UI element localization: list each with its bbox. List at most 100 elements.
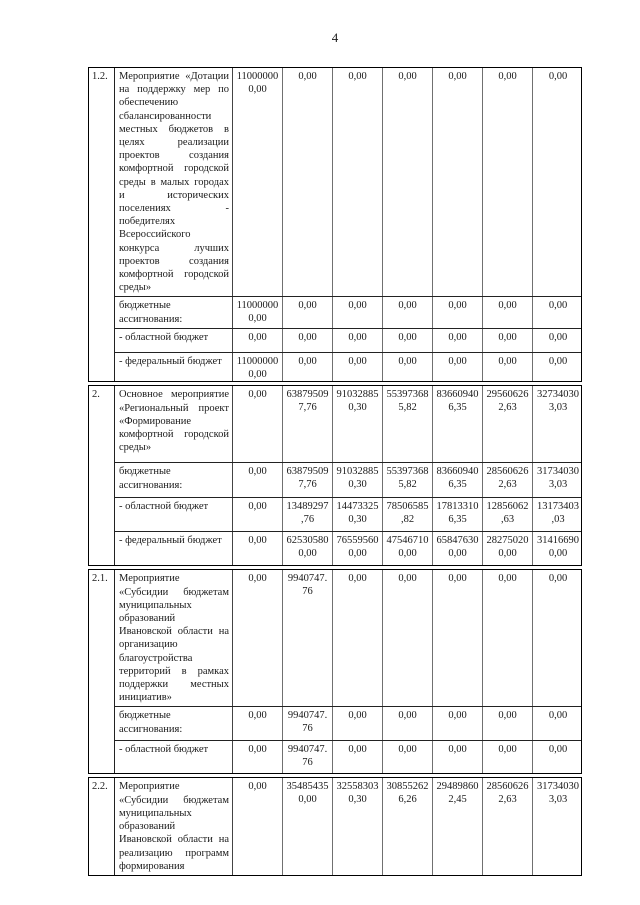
value-cell: 0,00 — [433, 68, 483, 297]
row-label-cell: Мероприятие «Субсидии бюджетам муниципал… — [115, 778, 233, 875]
row-label-cell: бюджетные ассигнования: — [115, 707, 233, 741]
value-cell: 0,00 — [233, 386, 283, 463]
value-cell: 28560626 2,63 — [483, 463, 533, 498]
value-cell: 76559560 0,00 — [333, 532, 383, 566]
value-cell: 63879509 7,76 — [283, 386, 333, 463]
value-cell: 55397368 5,82 — [383, 386, 433, 463]
value-cell: 30855262 6,26 — [383, 778, 433, 875]
value-cell: 0,00 — [333, 68, 383, 297]
value-cell: 31734030 3,03 — [537, 781, 579, 806]
value-cell: 0,00 — [548, 573, 568, 585]
value-cell: 0,00 — [483, 297, 533, 329]
value-cell: 0,00 — [283, 353, 333, 382]
value-cell: 13173403 ,03 — [537, 501, 579, 526]
value-cell: 0,00 — [433, 297, 483, 329]
block-rows: Мероприятие «Субсидии бюджетам муниципал… — [115, 778, 581, 875]
value-cell: 31416690 0,00 — [537, 535, 579, 560]
value-cell: 0,00 — [548, 300, 568, 312]
value-cell: 91032885 0,30 — [333, 386, 383, 463]
value-cell: 32558303 0,30 — [333, 778, 383, 875]
value-cell: 0,00 — [548, 332, 568, 344]
value-cell: 0,00 — [233, 778, 283, 875]
table-row: - федеральный бюджет 0,00 62530580 0,00 765… — [115, 531, 581, 566]
table-block: 1.2. Мероприятие «Дотации на поддержку ме… — [88, 67, 582, 383]
value-cell: 0,00 — [548, 744, 568, 756]
value-cell: 0,00 — [283, 329, 333, 353]
value-cell: 0,00 — [383, 68, 433, 297]
value-cell: 0,00 — [233, 532, 283, 566]
row-label-cell: бюджетные ассигнования: — [115, 297, 233, 329]
value-cell: 9940747. 76 — [283, 741, 333, 774]
value-cell: 0,00 — [333, 297, 383, 329]
value-cell: 0,00 — [233, 570, 283, 707]
item-number-cell: 2.1. — [89, 570, 115, 774]
page-number: 4 — [331, 30, 339, 45]
item-number-cell: 2. — [89, 386, 115, 566]
value-cell: 62530580 0,00 — [283, 532, 333, 566]
value-cell: 35485435 0,00 — [283, 778, 333, 875]
row-label-cell: Основное мероприятие «Региональный проек… — [115, 386, 233, 463]
value-cell: 9940747. 76 — [283, 570, 333, 707]
value-cell: 32734030 3,03 — [537, 389, 579, 414]
value-cell: 83660940 6,35 — [433, 386, 483, 463]
value-cell: 55397368 5,82 — [383, 463, 433, 498]
value-cell: 0,00 — [233, 463, 283, 498]
value-cell: 11000000 0,00 — [233, 297, 283, 329]
table-block: 2. Основное мероприятие «Региональный про… — [88, 385, 582, 567]
value-cell: 0,00 — [483, 68, 533, 297]
value-cell: 0,00 — [233, 329, 283, 353]
value-cell: 0,00 — [383, 707, 433, 741]
value-cell: 0,00 — [483, 353, 533, 382]
table-row: - областной бюджет 0,00 13489297 ,76 144733… — [115, 497, 581, 532]
row-label-cell: - областной бюджет — [115, 741, 233, 774]
value-cell: 28560626 2,63 — [483, 778, 533, 875]
block-rows: Основное мероприятие «Региональный проек… — [115, 386, 581, 566]
value-cell: 0,00 — [433, 741, 483, 774]
table-row: - областной бюджет 0,00 0,00 0,00 0,00 0,00 0,… — [115, 328, 581, 353]
row-label-cell: бюджетные ассигнования: — [115, 463, 233, 498]
table-row: бюджетные ассигнования: 11000000 0,00 0,00… — [115, 296, 581, 329]
block-rows: Мероприятие «Субсидии бюджетам муниципал… — [115, 570, 581, 774]
value-cell: 11000000 0,00 — [233, 353, 283, 382]
value-cell: 0,00 — [433, 570, 483, 707]
value-cell: 0,00 — [433, 707, 483, 741]
table-row: бюджетные ассигнования: 0,00 9940747. 76 0,… — [115, 706, 581, 741]
value-cell: 0,00 — [233, 498, 283, 532]
value-cell: 0,00 — [333, 353, 383, 382]
table-row: - областной бюджет 0,00 9940747. 76 0,00 0,0… — [115, 740, 581, 774]
value-cell: 0,00 — [433, 329, 483, 353]
value-cell: 12856062 ,63 — [483, 498, 533, 532]
value-cell: 83660940 6,35 — [433, 463, 483, 498]
value-cell: 0,00 — [283, 68, 333, 297]
table-row: бюджетные ассигнования: 0,00 63879509 7,76… — [115, 462, 581, 498]
value-cell: 78506585 ,82 — [383, 498, 433, 532]
value-cell: 31734030 3,03 — [537, 466, 579, 491]
table-block: 2.2. Мероприятие «Субсидии бюджетам муниц… — [88, 777, 582, 876]
value-cell: 29560626 2,63 — [483, 386, 533, 463]
value-cell: 0,00 — [383, 353, 433, 382]
value-cell: 0,00 — [483, 707, 533, 741]
item-number-cell: 2.2. — [89, 778, 115, 875]
value-cell: 63879509 7,76 — [283, 463, 333, 498]
value-cell: 47546710 0,00 — [383, 532, 433, 566]
row-label-cell: - областной бюджет — [115, 498, 233, 532]
value-cell: 0,00 — [483, 570, 533, 707]
row-label-cell: - областной бюджет — [115, 329, 233, 353]
table-row: Мероприятие «Субсидии бюджетам муниципал… — [115, 570, 581, 707]
value-cell: 0,00 — [333, 570, 383, 707]
value-cell: 91032885 0,30 — [333, 463, 383, 498]
row-label-cell: Мероприятие «Дотации на поддержку мер по… — [115, 68, 233, 297]
budget-table: 1.2. Мероприятие «Дотации на поддержку ме… — [88, 67, 582, 879]
table-row: Мероприятие «Субсидии бюджетам муниципал… — [115, 778, 581, 875]
value-cell: 0,00 — [383, 297, 433, 329]
value-cell: 29489860 2,45 — [433, 778, 483, 875]
value-cell: 13489297 ,76 — [283, 498, 333, 532]
value-cell: 0,00 — [483, 329, 533, 353]
value-cell: 0,00 — [548, 710, 568, 722]
value-cell: 0,00 — [483, 741, 533, 774]
value-cell: 0,00 — [433, 353, 483, 382]
value-cell: 0,00 — [383, 329, 433, 353]
item-number-cell: 1.2. — [89, 68, 115, 382]
value-cell: 0,00 — [548, 71, 568, 82]
